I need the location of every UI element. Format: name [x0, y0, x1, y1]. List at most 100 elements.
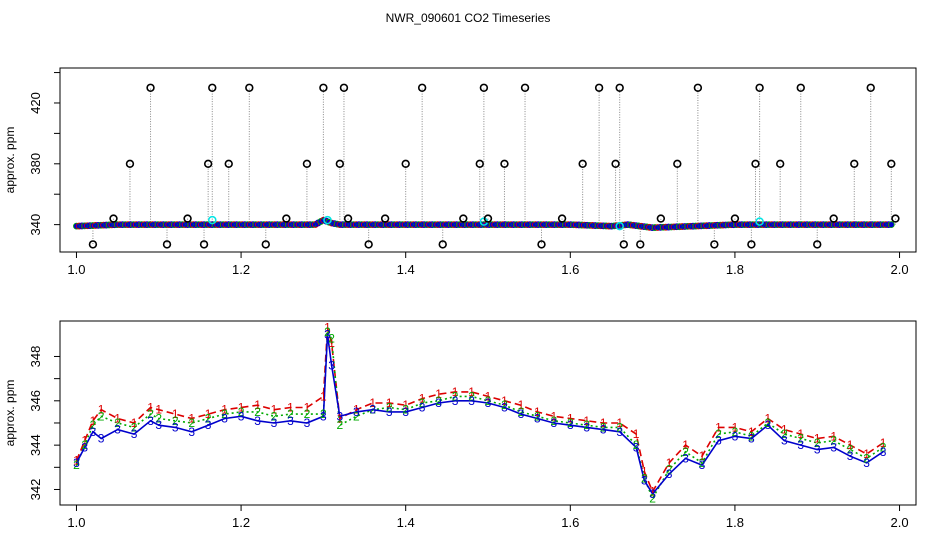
baseline-point	[189, 221, 197, 229]
baseline-point	[149, 221, 156, 229]
series-1-point: 1	[847, 438, 854, 452]
baseline-point	[222, 221, 230, 229]
baseline-point	[540, 221, 548, 229]
series-2-point: 2	[847, 443, 854, 457]
series-1-point: 1	[583, 414, 590, 428]
series-1-point: 1	[534, 405, 541, 419]
baseline-point	[545, 221, 553, 229]
baseline-point	[621, 221, 629, 229]
bottom-y-axis-label: approx. ppm	[3, 380, 17, 447]
baseline-point	[681, 223, 689, 230]
baseline-point	[575, 221, 583, 229]
series-2-point: 2	[765, 416, 772, 430]
baseline-point	[130, 221, 137, 229]
baseline-point	[583, 221, 591, 229]
baseline-point	[358, 221, 366, 229]
baseline-point	[553, 221, 561, 229]
series-2-point: 2	[814, 436, 821, 450]
baseline-point	[635, 222, 643, 230]
series-1-point: 1	[600, 416, 607, 430]
highlight-point	[208, 215, 217, 225]
series-1-point: 1	[468, 385, 475, 399]
x-tick-label: 1.0	[67, 262, 85, 277]
series-1-line	[75, 327, 884, 494]
baseline-point	[398, 221, 406, 229]
baseline-point	[241, 221, 249, 229]
series-1-point: 1	[797, 427, 804, 441]
baseline-point	[790, 221, 797, 229]
baseline-point	[814, 221, 822, 229]
series-3-point: 3	[830, 440, 837, 454]
outlier-point	[208, 83, 217, 92]
outlier-point	[438, 240, 447, 249]
baseline-point	[703, 222, 711, 230]
top-y-axis-label: approx. ppm	[3, 127, 17, 194]
series-3-point: 3	[386, 405, 393, 419]
outlier-point	[183, 214, 192, 223]
series-3-point: 3	[732, 429, 739, 443]
baseline-point	[654, 224, 662, 231]
baseline-point	[534, 221, 542, 229]
baseline-point	[800, 221, 808, 229]
baseline-point	[388, 221, 395, 229]
outlier-point	[500, 159, 509, 169]
y-tick-label: 420	[28, 92, 43, 114]
baseline-point	[847, 221, 854, 229]
baseline-point	[887, 221, 895, 229]
baseline-point	[274, 221, 281, 229]
series-3-point: 3	[221, 412, 228, 426]
outlier-point	[302, 159, 312, 169]
top-panel: approx. ppm 1.0 1.2 1.4 1.6 1.8 2.0 340 380 420	[3, 67, 917, 277]
baseline-point	[852, 221, 860, 229]
baseline-point	[336, 221, 344, 229]
series-2-point: 2	[649, 491, 656, 505]
series-1-point: 1	[131, 416, 138, 430]
series-2-point: 2	[666, 463, 673, 477]
baseline-point	[510, 221, 518, 229]
series-2-point: 2	[699, 456, 706, 470]
baseline-point	[599, 222, 607, 230]
baseline-point	[306, 221, 314, 229]
baseline-point	[401, 221, 409, 229]
baseline-point	[469, 221, 477, 229]
series-1-point: 1	[781, 423, 788, 437]
series-2-point: 2	[254, 405, 261, 419]
baseline-point	[371, 221, 379, 229]
outlier-point	[747, 240, 756, 249]
baseline-point	[673, 223, 681, 231]
baseline-point	[268, 221, 276, 229]
series-3-point: 3	[98, 431, 105, 445]
baseline-point	[393, 221, 401, 229]
baseline-point	[423, 221, 431, 229]
series-1-point: 1	[386, 396, 393, 410]
outlier-point	[850, 159, 859, 169]
series-3-point: 3	[641, 474, 648, 488]
baseline-point	[81, 222, 89, 230]
baseline-point	[746, 221, 754, 229]
baseline-point	[255, 221, 262, 229]
series-2-point: 2	[732, 425, 739, 439]
baseline-point	[841, 221, 849, 229]
outlier-point	[339, 83, 349, 92]
baseline-point	[768, 221, 776, 229]
baseline-point	[276, 221, 284, 229]
baseline-point	[724, 221, 732, 229]
baseline-point	[659, 223, 667, 231]
outlier-point	[751, 159, 760, 169]
baseline-point	[526, 221, 534, 229]
baseline-point	[434, 221, 442, 229]
series-1-point: 1	[830, 429, 837, 443]
baseline-point	[594, 222, 602, 230]
baseline-point	[803, 221, 811, 229]
series-2-point: 2	[863, 451, 870, 465]
series-3-point: 3	[748, 431, 755, 445]
baseline-point	[548, 221, 556, 229]
baseline-point	[412, 221, 420, 229]
top-plot-frame	[59, 67, 917, 253]
outlier-point	[693, 83, 703, 92]
baseline-point	[230, 221, 238, 229]
baseline-point	[105, 221, 113, 229]
baseline-point	[836, 221, 844, 229]
series-1-point: 1	[715, 420, 722, 434]
baseline-point	[293, 221, 300, 229]
